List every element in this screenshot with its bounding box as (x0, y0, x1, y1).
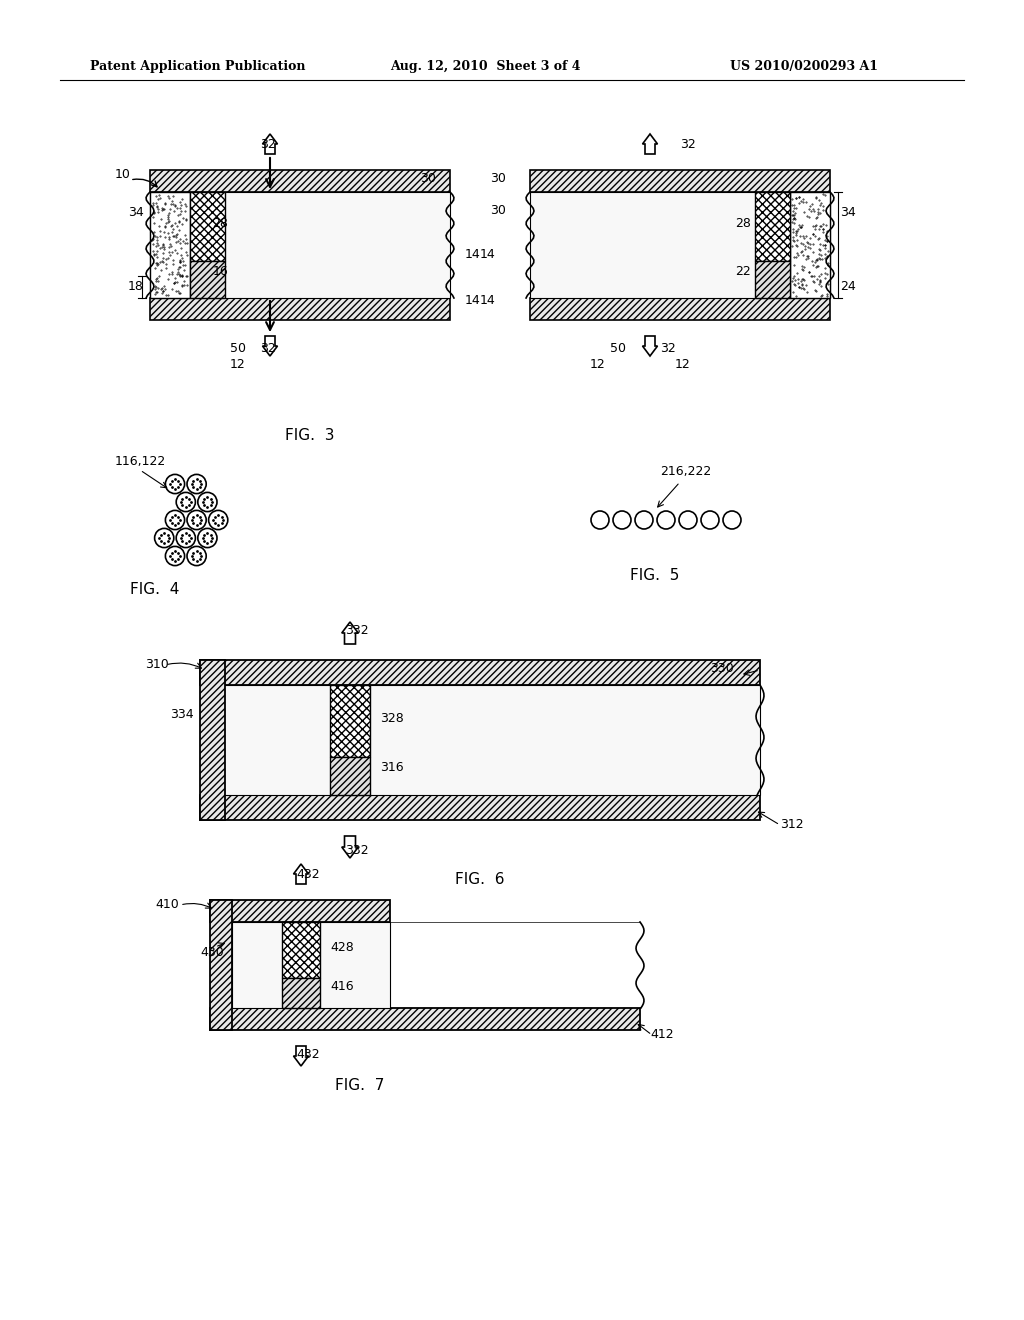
Text: 16: 16 (213, 265, 228, 279)
Bar (790, 191, 830, 298)
Bar (282, 921, 319, 978)
Text: Aug. 12, 2010  Sheet 3 of 4: Aug. 12, 2010 Sheet 3 of 4 (390, 59, 581, 73)
Text: FIG.  6: FIG. 6 (456, 873, 505, 887)
Text: 416: 416 (330, 979, 353, 993)
FancyArrow shape (262, 135, 278, 154)
Text: 12: 12 (230, 359, 246, 371)
Text: 12: 12 (590, 359, 606, 371)
Text: 30: 30 (490, 172, 506, 185)
Text: US 2010/0200293 A1: US 2010/0200293 A1 (730, 59, 878, 73)
Text: 14: 14 (480, 293, 496, 306)
Bar (755, 191, 790, 261)
FancyArrow shape (642, 337, 657, 356)
Text: 28: 28 (735, 218, 751, 230)
Text: FIG.  3: FIG. 3 (286, 428, 335, 442)
Bar (330, 685, 370, 756)
FancyArrow shape (642, 135, 657, 154)
Text: 312: 312 (780, 818, 804, 832)
Text: 332: 332 (345, 843, 369, 857)
Text: 32: 32 (260, 342, 275, 355)
Text: 22: 22 (735, 265, 751, 279)
Text: 430: 430 (200, 945, 224, 958)
Text: FIG.  4: FIG. 4 (130, 582, 179, 598)
Bar (200, 660, 225, 820)
Text: 30: 30 (490, 203, 506, 216)
Text: 34: 34 (128, 206, 143, 219)
Text: 412: 412 (650, 1028, 674, 1041)
Text: 432: 432 (296, 869, 319, 882)
Text: Patent Application Publication: Patent Application Publication (90, 59, 305, 73)
Text: 432: 432 (296, 1048, 319, 1061)
Bar (190, 191, 225, 261)
Bar (282, 978, 319, 1008)
FancyArrow shape (342, 622, 358, 644)
FancyArrow shape (294, 1045, 308, 1067)
Text: 50: 50 (230, 342, 246, 355)
Text: 12: 12 (675, 359, 691, 371)
Bar (232, 921, 390, 1008)
Bar (330, 756, 370, 795)
FancyArrow shape (262, 337, 278, 356)
Text: 328: 328 (380, 711, 403, 725)
Text: 32: 32 (660, 342, 676, 355)
Bar (210, 900, 390, 921)
Text: 334: 334 (170, 709, 194, 722)
Bar (150, 191, 190, 298)
Text: FIG.  5: FIG. 5 (631, 568, 680, 582)
Text: 14: 14 (480, 248, 496, 261)
Text: 10: 10 (115, 169, 131, 181)
Text: 24: 24 (840, 281, 856, 293)
Text: FIG.  7: FIG. 7 (335, 1077, 385, 1093)
Text: 30: 30 (420, 172, 436, 185)
Text: 32: 32 (260, 139, 275, 152)
Text: 14: 14 (465, 293, 480, 306)
Bar (210, 1008, 640, 1030)
Text: 216,222: 216,222 (660, 465, 712, 478)
Text: 116,122: 116,122 (115, 455, 166, 469)
FancyArrow shape (342, 836, 358, 858)
Text: 316: 316 (380, 762, 403, 774)
Text: 332: 332 (345, 623, 369, 636)
Bar (150, 191, 450, 298)
Text: 428: 428 (330, 941, 353, 954)
Text: 310: 310 (145, 659, 169, 672)
Bar (150, 298, 450, 319)
Text: 50: 50 (610, 342, 626, 355)
Text: 330: 330 (710, 661, 734, 675)
Text: 34: 34 (840, 206, 856, 219)
Bar (210, 900, 232, 1030)
Bar (530, 170, 830, 191)
Bar (530, 298, 830, 319)
Text: 18: 18 (128, 281, 144, 293)
Text: 14: 14 (465, 248, 480, 261)
Bar (190, 261, 225, 298)
Bar (200, 660, 760, 685)
Text: 28: 28 (213, 218, 228, 230)
Bar (755, 261, 790, 298)
Bar (200, 795, 760, 820)
Text: 410: 410 (155, 899, 179, 912)
Bar (530, 191, 830, 298)
Bar (150, 170, 450, 191)
FancyArrow shape (294, 865, 308, 884)
Text: 32: 32 (680, 139, 695, 152)
Bar (200, 685, 760, 795)
